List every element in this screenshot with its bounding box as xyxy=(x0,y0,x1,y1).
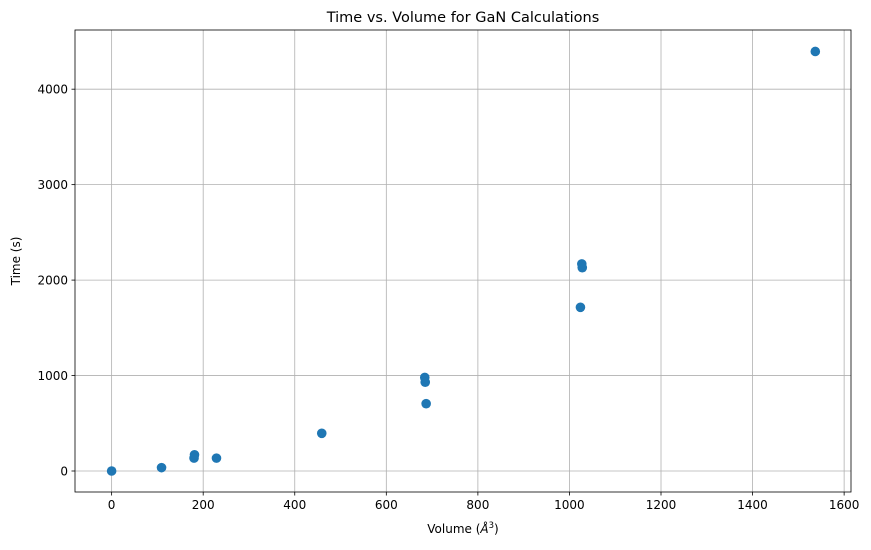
x-axis-label-suffix: ) xyxy=(494,522,499,536)
x-axis-label-unit: Å xyxy=(479,521,488,536)
data-point xyxy=(810,46,821,57)
y-tick-label: 0 xyxy=(60,465,68,479)
x-axis-label: Volume (Å3) xyxy=(427,521,498,536)
plot-area-frame xyxy=(74,29,852,493)
y-tick-label: 3000 xyxy=(37,178,68,192)
data-point xyxy=(316,428,327,439)
grid-lines xyxy=(75,30,851,492)
data-point xyxy=(575,302,586,313)
data-point xyxy=(156,462,167,473)
x-tick-label: 1400 xyxy=(737,498,768,512)
x-tick-label: 0 xyxy=(108,498,116,512)
data-point xyxy=(211,453,222,463)
x-tick-label: 600 xyxy=(375,498,398,512)
x-axis-label-prefix: Volume ( xyxy=(427,522,480,536)
x-tick-label: 1600 xyxy=(829,498,860,512)
x-tick-label: 1200 xyxy=(646,498,677,512)
data-point xyxy=(421,398,431,409)
x-tick-label: 200 xyxy=(192,498,215,512)
data-point xyxy=(189,449,200,460)
data-point xyxy=(577,262,588,273)
chart-title: Time vs. Volume for GaN Calculations xyxy=(326,10,600,26)
data-point xyxy=(106,466,117,476)
x-axis-ticks: 0 200 400 600 800 1000 1200 1400 1600 xyxy=(108,492,860,512)
data-point xyxy=(420,377,431,388)
y-tick-label: 2000 xyxy=(37,274,68,288)
data-points xyxy=(106,46,821,476)
y-tick-label: 4000 xyxy=(37,83,68,97)
x-tick-label: 800 xyxy=(466,498,489,512)
y-tick-label: 1000 xyxy=(37,369,68,383)
x-tick-label: 1000 xyxy=(554,498,585,512)
y-axis-label: Time (s) xyxy=(9,237,23,287)
y-axis-ticks: 0 1000 2000 3000 4000 xyxy=(37,83,75,479)
x-tick-label: 400 xyxy=(283,498,306,512)
x-axis-label-exponent: 3 xyxy=(489,521,494,531)
